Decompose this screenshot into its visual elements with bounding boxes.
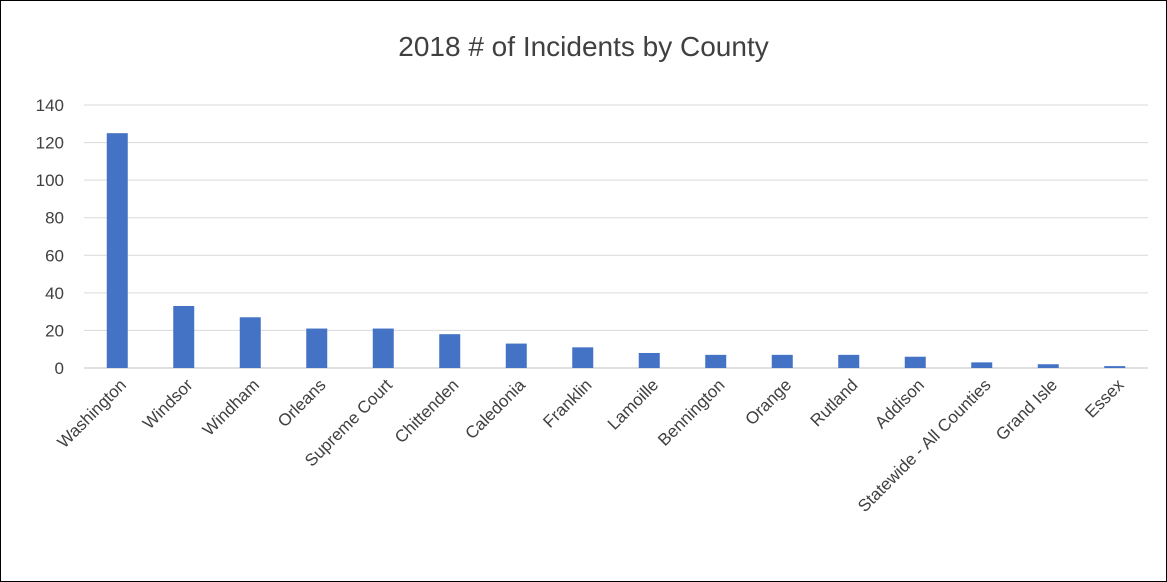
y-tick-label: 120 [36, 134, 64, 153]
bar [771, 354, 793, 368]
y-tick-label: 80 [45, 209, 64, 228]
bar [239, 317, 261, 368]
bar [638, 352, 660, 368]
x-tick-label: Rutland [807, 375, 862, 430]
x-tick-label: Addison [871, 375, 928, 432]
x-tick-label: Orange [742, 375, 796, 429]
bar [1104, 366, 1126, 368]
bar [306, 328, 328, 368]
x-tick-label: Washington [54, 375, 130, 451]
x-tick-label: Windsor [139, 375, 197, 433]
y-tick-label: 140 [36, 96, 64, 115]
bar [971, 362, 993, 368]
x-tick-label: Lamoille [604, 375, 662, 433]
bar [572, 347, 594, 368]
x-tick-label: Franklin [539, 375, 595, 431]
bar [505, 343, 527, 368]
x-tick-label: Essex [1081, 375, 1128, 422]
x-tick-label: Orleans [274, 375, 330, 431]
x-tick-label: Windham [199, 375, 263, 439]
x-tick-label: Grand Isle [992, 375, 1061, 444]
x-tick-label: Chittenden [391, 375, 463, 447]
bar [106, 133, 128, 368]
bar [838, 354, 860, 368]
y-tick-label: 40 [45, 284, 64, 303]
bar [439, 334, 461, 368]
y-tick-label: 20 [45, 321, 64, 340]
bar [173, 306, 195, 368]
x-tick-label: Statewide - All Counties [854, 375, 994, 515]
bar [372, 328, 394, 368]
bar [705, 354, 727, 368]
y-tick-label: 100 [36, 171, 64, 190]
x-tick-label: Bennington [654, 375, 728, 449]
x-tick-label: Caledonia [462, 375, 530, 443]
y-tick-label: 60 [45, 246, 64, 265]
bar [1037, 364, 1059, 368]
bar [904, 356, 926, 368]
chart-title: 2018 # of Incidents by County [398, 31, 769, 62]
y-tick-label: 0 [55, 359, 64, 378]
